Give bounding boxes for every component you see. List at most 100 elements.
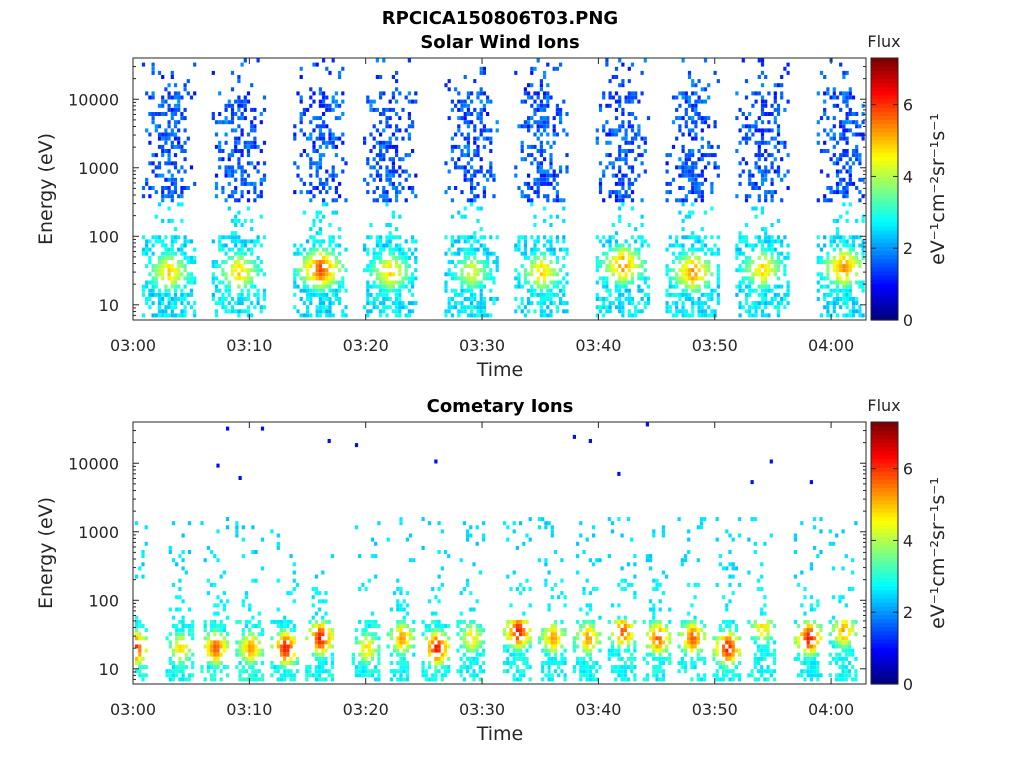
spectrogram-cell bbox=[191, 628, 195, 633]
spectrogram-cell bbox=[703, 153, 708, 158]
spectrogram-cell bbox=[183, 157, 187, 162]
spectrogram-cell bbox=[414, 99, 418, 104]
spectrogram-cell bbox=[637, 309, 641, 314]
spectrogram-cell bbox=[213, 665, 217, 670]
spectrogram-cell bbox=[675, 239, 679, 244]
spectrogram-cell bbox=[754, 288, 758, 293]
spectrogram-cell bbox=[462, 587, 466, 591]
spectrogram-cell bbox=[543, 255, 547, 260]
spectrogram-cell bbox=[522, 640, 526, 645]
spectrogram-cell bbox=[479, 260, 483, 264]
x-tick-label: 03:40 bbox=[575, 336, 621, 355]
spectrogram-cell bbox=[459, 591, 463, 596]
spectrogram-cell bbox=[372, 280, 376, 285]
spectrogram-cell bbox=[361, 648, 365, 653]
spectrogram-cell bbox=[411, 292, 415, 297]
spectrogram-cell bbox=[760, 276, 765, 281]
spectrogram-cell bbox=[473, 305, 477, 310]
spectrogram-cell bbox=[318, 231, 322, 236]
spectrogram-cell bbox=[256, 292, 260, 297]
spectrogram-cell bbox=[292, 661, 296, 665]
spectrogram-cell bbox=[539, 251, 543, 256]
spectrogram-cell bbox=[379, 239, 383, 244]
spectrogram-cell bbox=[167, 301, 171, 306]
spectrogram-cell bbox=[522, 628, 526, 633]
spectrogram-cell bbox=[565, 132, 569, 137]
spectrogram-cell bbox=[363, 136, 367, 141]
spectrogram-cell bbox=[832, 136, 836, 141]
spectrogram-cell bbox=[295, 661, 300, 665]
spectrogram-cell bbox=[520, 194, 524, 199]
spectrogram-cell bbox=[411, 190, 415, 195]
spectrogram-cell bbox=[536, 239, 540, 244]
spectrogram-cell bbox=[460, 103, 464, 108]
spectrogram-cell bbox=[553, 661, 558, 665]
spectrogram-cell bbox=[369, 292, 373, 297]
spectrogram-cell bbox=[165, 636, 169, 641]
spectrogram-cell bbox=[463, 169, 467, 174]
spectrogram-cell bbox=[407, 264, 411, 269]
spectrogram-cell bbox=[509, 587, 513, 591]
spectrogram-cell bbox=[324, 591, 328, 596]
spectrogram-cell bbox=[565, 272, 569, 277]
spectrogram-cell bbox=[151, 251, 155, 256]
spectrogram-cell bbox=[473, 276, 477, 281]
spectrogram-cell bbox=[773, 120, 777, 125]
spectrogram-cell bbox=[460, 149, 464, 153]
spectrogram-cell bbox=[237, 313, 241, 318]
spectrogram-cell bbox=[395, 227, 399, 232]
spectrogram-cell bbox=[716, 297, 720, 301]
spectrogram-cell bbox=[572, 644, 576, 649]
spectrogram-cell bbox=[618, 247, 622, 252]
spectrogram-cell bbox=[533, 91, 537, 96]
spectrogram-cell bbox=[773, 284, 777, 289]
spectrogram-cell bbox=[240, 132, 244, 137]
spectrogram-cell bbox=[716, 144, 720, 149]
spectrogram-cell bbox=[440, 529, 444, 534]
spectrogram-cell bbox=[210, 648, 214, 653]
spectrogram-cell bbox=[331, 107, 335, 112]
spectrogram-cell bbox=[700, 181, 704, 186]
spectrogram-cell bbox=[640, 288, 644, 293]
spectrogram-cell bbox=[848, 202, 852, 207]
spectrogram-cell bbox=[710, 206, 714, 211]
spectrogram-cell bbox=[640, 153, 644, 158]
spectrogram-cell bbox=[842, 235, 846, 240]
spectrogram-cell bbox=[549, 251, 553, 256]
spectrogram-cell bbox=[476, 247, 480, 252]
spectrogram-cell bbox=[582, 550, 586, 554]
spectrogram-cell bbox=[222, 636, 226, 641]
spectrogram-cell bbox=[770, 177, 774, 182]
spectrogram-cell bbox=[851, 247, 856, 252]
spectrogram-cell bbox=[697, 186, 701, 190]
spectrogram-cell bbox=[437, 550, 441, 554]
spectrogram-cell bbox=[167, 136, 171, 141]
spectrogram-cell bbox=[167, 313, 171, 318]
spectrogram-cell bbox=[823, 235, 827, 240]
spectrogram-cell bbox=[328, 173, 332, 178]
spectrogram-cell bbox=[748, 112, 752, 116]
spectrogram-cell bbox=[716, 247, 720, 252]
spectrogram-cell bbox=[691, 107, 695, 112]
spectrogram-cell bbox=[855, 132, 859, 137]
spectrogram-cell bbox=[375, 186, 379, 190]
spectrogram-cell bbox=[694, 272, 698, 277]
spectrogram-cell bbox=[546, 91, 550, 96]
spectrogram-cell bbox=[302, 210, 306, 215]
spectrogram-cell bbox=[675, 136, 679, 141]
spectrogram-cell bbox=[427, 677, 432, 682]
spectrogram-cell bbox=[450, 136, 454, 141]
spectrogram-cell bbox=[735, 194, 739, 199]
spectrogram-cell bbox=[377, 648, 381, 653]
spectrogram-cell bbox=[614, 677, 618, 682]
spectrogram-cell bbox=[318, 128, 322, 133]
spectrogram-cell bbox=[379, 120, 383, 125]
spectrogram-cell bbox=[845, 292, 849, 297]
spectrogram-cell bbox=[691, 136, 695, 141]
spectrogram-cell bbox=[470, 305, 474, 310]
spectrogram-cell bbox=[691, 284, 695, 289]
spectrogram-cell bbox=[533, 247, 537, 252]
spectrogram-cell bbox=[328, 305, 332, 310]
spectrogram-cell bbox=[557, 595, 561, 600]
spectrogram-cell bbox=[361, 652, 365, 657]
